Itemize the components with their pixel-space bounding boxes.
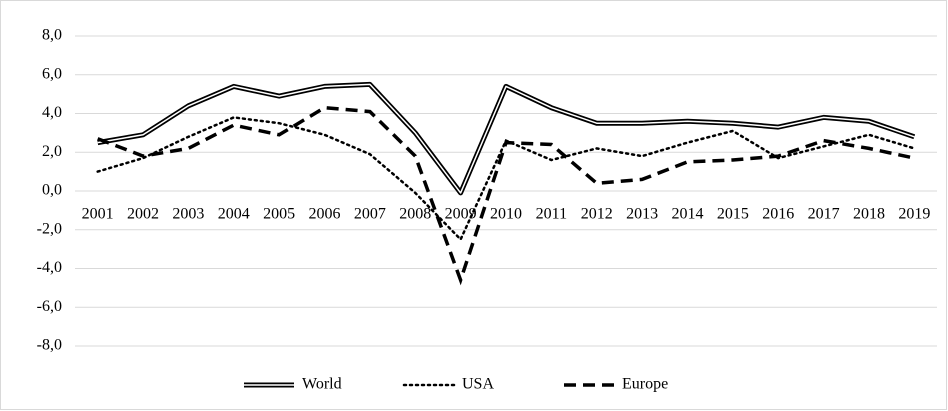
x-tick-label: 2012 bbox=[581, 206, 613, 223]
x-tick-label: 2014 bbox=[671, 206, 703, 223]
line-series bbox=[96, 116, 916, 242]
x-tick-label: 2013 bbox=[626, 206, 658, 223]
x-tick-label: 2017 bbox=[808, 206, 840, 223]
y-tick-label: 8,0 bbox=[42, 27, 62, 44]
x-tick-label: 2002 bbox=[127, 206, 159, 223]
y-tick-label: 2,0 bbox=[42, 143, 62, 160]
x-tick-label: 2016 bbox=[762, 206, 794, 223]
legend-item: USA bbox=[402, 376, 494, 393]
y-tick-label: 4,0 bbox=[42, 104, 62, 121]
x-tick-label: 2009 bbox=[445, 206, 477, 223]
legend-label: Europe bbox=[622, 376, 668, 393]
x-tick-label: 2005 bbox=[263, 206, 295, 223]
y-tick-label: -2,0 bbox=[37, 220, 62, 237]
x-tick-label: 2003 bbox=[172, 206, 204, 223]
x-tick-label: 2019 bbox=[898, 206, 930, 223]
series-group bbox=[97, 105, 915, 286]
line-series bbox=[97, 105, 915, 286]
series-group bbox=[96, 116, 916, 242]
x-tick-label: 2018 bbox=[853, 206, 885, 223]
x-tick-label: 2001 bbox=[82, 206, 114, 223]
x-tick-label: 2008 bbox=[399, 206, 431, 223]
legend-label: USA bbox=[462, 376, 494, 393]
y-tick-label: -6,0 bbox=[37, 298, 62, 315]
x-tick-label: 2006 bbox=[309, 206, 341, 223]
legend-item: Europe bbox=[564, 376, 668, 393]
y-tick-label: 6,0 bbox=[42, 65, 62, 82]
legend-item: World bbox=[244, 376, 342, 393]
series-group bbox=[97, 81, 916, 196]
x-tick-label: 2004 bbox=[218, 206, 250, 223]
x-tick-label: 2011 bbox=[536, 206, 567, 223]
legend-label: World bbox=[302, 376, 342, 393]
y-tick-label: -4,0 bbox=[37, 259, 62, 276]
x-tick-label: 2010 bbox=[490, 206, 522, 223]
y-tick-label: -8,0 bbox=[37, 337, 62, 354]
x-tick-label: 2015 bbox=[717, 206, 749, 223]
y-tick-label: 0,0 bbox=[42, 182, 62, 199]
line-series-inner bbox=[97, 83, 915, 194]
x-tick-label: 2007 bbox=[354, 206, 386, 223]
